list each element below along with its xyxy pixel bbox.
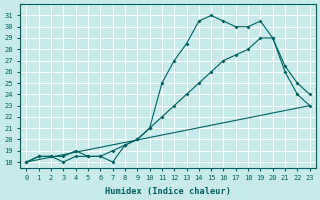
X-axis label: Humidex (Indice chaleur): Humidex (Indice chaleur) (105, 187, 231, 196)
